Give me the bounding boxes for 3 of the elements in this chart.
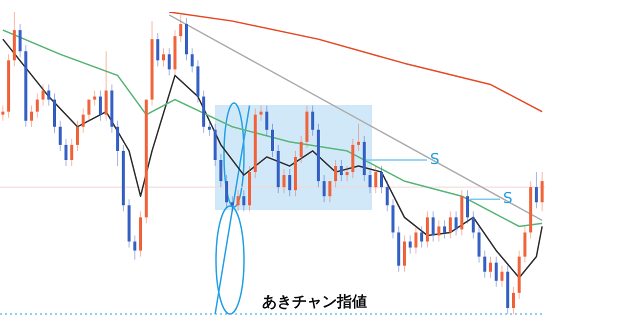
ref-line-label: あきチャン指値 bbox=[262, 292, 367, 310]
annotation: S bbox=[430, 150, 440, 168]
annotation: S bbox=[503, 189, 513, 208]
